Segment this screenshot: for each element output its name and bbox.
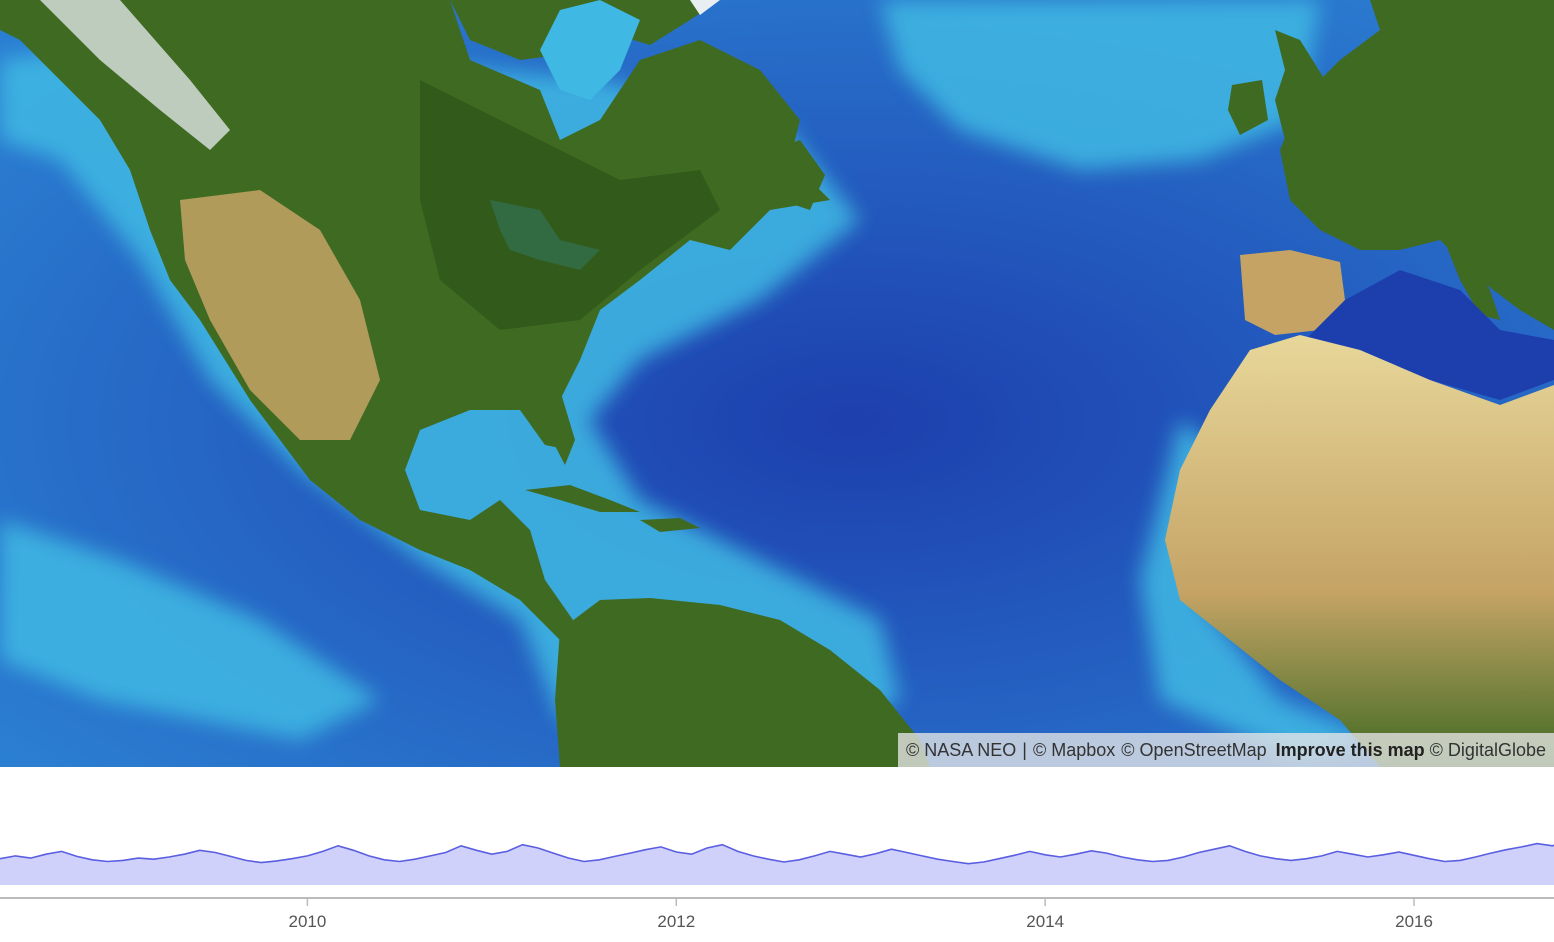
- great-britain: [1275, 30, 1335, 150]
- ireland: [1228, 80, 1268, 135]
- timeline-svg: 2010 2012 2014 2016: [0, 842, 1554, 931]
- nasa-neo-credit: © NASA NEO: [905, 739, 1017, 760]
- x-tick-label: 2010: [288, 912, 326, 931]
- map-imagery: [0, 0, 1554, 767]
- europe: [1280, 0, 1554, 330]
- hudson-bay: [540, 0, 640, 100]
- series-area-fill: [0, 843, 1554, 885]
- greenland-ice: [690, 0, 720, 15]
- x-tick-label: 2012: [657, 912, 695, 931]
- x-tick-label: 2016: [1395, 912, 1433, 931]
- timeline-chart[interactable]: 2010 2012 2014 2016: [0, 767, 1554, 942]
- rocky-mountain-snow: [40, 0, 230, 150]
- x-axis-ticks: 2010 2012 2014 2016: [288, 898, 1433, 931]
- newfoundland: [770, 140, 825, 210]
- map-attribution: © NASA NEO | © Mapbox © OpenStreetMap Im…: [897, 733, 1554, 767]
- south-america: [555, 598, 930, 767]
- iberian-peninsula: [1240, 250, 1345, 335]
- cuba: [525, 485, 640, 512]
- improve-this-map-link[interactable]: Improve this map: [1275, 739, 1425, 760]
- satellite-map[interactable]: © NASA NEO | © Mapbox © OpenStreetMap Im…: [0, 0, 1554, 767]
- x-tick-label: 2014: [1026, 912, 1064, 931]
- africa: [1165, 335, 1554, 767]
- western-arid-region: [180, 190, 380, 440]
- mapbox-credit-link[interactable]: © Mapbox: [1032, 739, 1116, 760]
- openstreetmap-credit-link[interactable]: © OpenStreetMap: [1121, 739, 1267, 760]
- digitalglobe-credit-link[interactable]: © DigitalGlobe: [1429, 739, 1546, 760]
- italy: [1440, 230, 1500, 320]
- eastern-forest: [420, 80, 720, 330]
- series-line: [0, 842, 1554, 865]
- hispaniola: [640, 518, 700, 532]
- florida: [545, 390, 575, 465]
- attribution-separator: |: [1022, 739, 1027, 760]
- north-america: [0, 0, 830, 640]
- mediterranean-sea: [1300, 270, 1554, 400]
